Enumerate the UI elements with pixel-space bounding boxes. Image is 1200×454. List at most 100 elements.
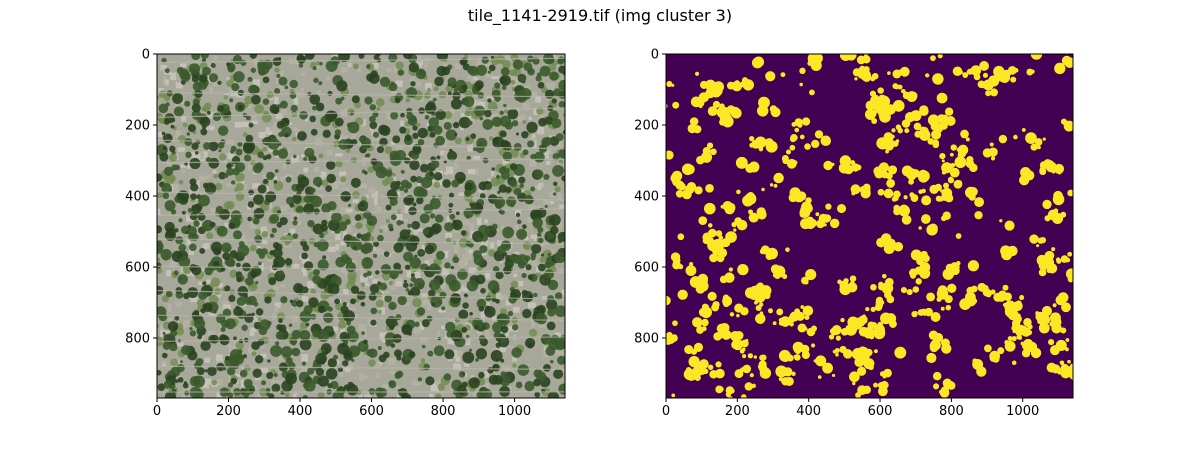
aerial-tree bbox=[229, 98, 233, 102]
aerial-tree bbox=[375, 270, 379, 274]
mask-blob bbox=[716, 254, 724, 262]
mask-blob bbox=[851, 184, 861, 194]
aerial-tree bbox=[200, 308, 205, 313]
aerial-tree bbox=[552, 98, 557, 103]
mask-blob bbox=[1065, 258, 1070, 263]
aerial-tree bbox=[395, 322, 398, 325]
aerial-roof bbox=[248, 164, 252, 171]
mask-blob bbox=[983, 148, 992, 157]
mask-blob bbox=[990, 142, 994, 146]
aerial-roof bbox=[341, 207, 346, 211]
mask-blob bbox=[840, 49, 852, 61]
aerial-tree bbox=[433, 98, 437, 102]
aerial-tree bbox=[263, 179, 268, 184]
aerial-tree bbox=[485, 183, 492, 190]
aerial-roof bbox=[511, 396, 514, 401]
mask-blob bbox=[904, 195, 908, 199]
aerial-tree bbox=[233, 230, 242, 239]
mask-blob bbox=[776, 308, 783, 315]
aerial-tree bbox=[292, 233, 298, 239]
mask-blob bbox=[1056, 257, 1060, 261]
aerial-roof bbox=[469, 249, 473, 254]
mask-blob bbox=[705, 184, 714, 193]
mask-blob bbox=[757, 207, 766, 216]
mask-blob bbox=[850, 56, 854, 60]
aerial-grass bbox=[340, 176, 346, 182]
aerial-tree bbox=[461, 327, 467, 333]
aerial-tree bbox=[534, 392, 540, 398]
aerial-tree bbox=[493, 286, 500, 293]
mask-blob bbox=[1012, 361, 1017, 366]
mask-blob bbox=[879, 328, 885, 334]
aerial-x-tick-label-3: 600 bbox=[359, 404, 384, 419]
aerial-roof bbox=[301, 354, 308, 362]
mask-blob bbox=[894, 347, 906, 359]
mask-blob bbox=[936, 196, 942, 202]
mask-blob bbox=[1039, 167, 1045, 173]
aerial-tree bbox=[483, 323, 487, 327]
aerial-roof bbox=[281, 70, 284, 77]
aerial-tree bbox=[427, 351, 433, 357]
aerial-tree bbox=[396, 181, 401, 186]
aerial-grass bbox=[224, 95, 229, 100]
aerial-tree bbox=[312, 275, 321, 284]
mask-blob bbox=[696, 326, 704, 334]
mask-blob bbox=[945, 108, 953, 116]
aerial-tree bbox=[429, 279, 440, 290]
aerial-tree bbox=[258, 63, 270, 75]
aerial-tree bbox=[366, 64, 371, 69]
mask-blob bbox=[671, 393, 675, 397]
mask-blob bbox=[744, 193, 756, 205]
aerial-tree bbox=[253, 218, 260, 225]
aerial-roof bbox=[359, 324, 366, 332]
aerial-tree bbox=[206, 157, 211, 162]
aerial-tree bbox=[538, 118, 547, 127]
mask-blob bbox=[1073, 270, 1080, 277]
aerial-tree bbox=[237, 245, 249, 257]
aerial-tree bbox=[248, 190, 254, 196]
aerial-tree bbox=[276, 324, 282, 330]
aerial-tree bbox=[307, 220, 314, 227]
aerial-tree bbox=[313, 223, 324, 234]
mask-blob bbox=[736, 314, 739, 317]
aerial-tree bbox=[244, 379, 253, 388]
aerial-tree bbox=[199, 248, 205, 254]
mask-blob bbox=[750, 373, 754, 377]
aerial-tree bbox=[417, 307, 425, 315]
mask-blob bbox=[736, 157, 748, 169]
mask-blob bbox=[855, 317, 865, 327]
aerial-tree bbox=[313, 177, 322, 186]
aerial-tree bbox=[502, 85, 507, 90]
aerial-tree bbox=[192, 103, 201, 112]
aerial-tree bbox=[231, 180, 235, 184]
aerial-tree bbox=[235, 162, 245, 172]
mask-blob bbox=[782, 274, 787, 279]
aerial-roof bbox=[375, 206, 381, 211]
aerial-tree bbox=[487, 98, 491, 102]
aerial-roof bbox=[303, 168, 308, 173]
aerial-roof bbox=[301, 88, 304, 91]
mask-blob bbox=[748, 209, 753, 214]
aerial-tree bbox=[361, 331, 365, 335]
mask-blob bbox=[892, 83, 898, 89]
aerial-tree bbox=[369, 116, 376, 123]
aerial-grass bbox=[368, 359, 375, 366]
aerial-tree bbox=[340, 191, 351, 202]
aerial-roof bbox=[205, 358, 210, 363]
aerial-tree bbox=[190, 193, 197, 200]
aerial-tree bbox=[425, 115, 430, 120]
aerial-grass bbox=[427, 88, 431, 92]
aerial-tree bbox=[416, 197, 423, 204]
mask-blob bbox=[924, 308, 932, 316]
aerial-grass bbox=[157, 268, 163, 274]
aerial-tree bbox=[244, 154, 251, 161]
aerial-tree bbox=[399, 127, 406, 134]
aerial-tree bbox=[213, 113, 221, 121]
mask-blob bbox=[782, 158, 788, 164]
aerial-tree bbox=[154, 225, 162, 233]
aerial-grass bbox=[511, 80, 516, 85]
aerial-roof bbox=[241, 380, 244, 388]
aerial-tree bbox=[392, 135, 400, 143]
mask-blob bbox=[953, 67, 963, 77]
